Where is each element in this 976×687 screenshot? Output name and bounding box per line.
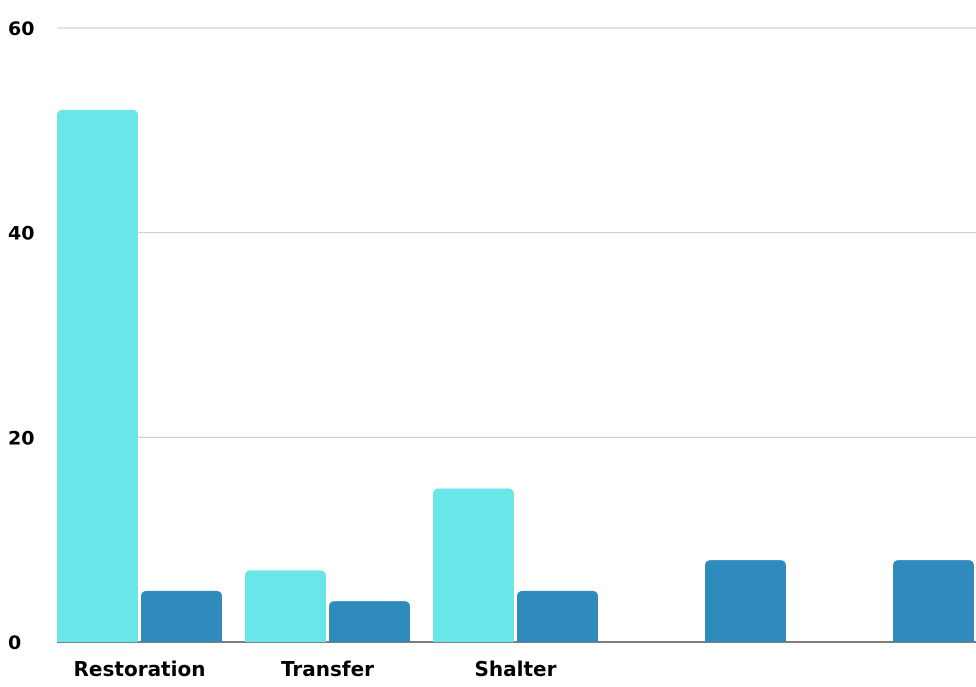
bar-series1-restoration xyxy=(57,109,138,642)
bar-series2-transfer xyxy=(329,601,410,642)
y-tick-label-0: 0 xyxy=(8,632,21,654)
x-category-label-restoration: Restoration xyxy=(74,657,206,681)
bar-series2-restoration xyxy=(141,590,222,642)
bar-series2-group4 xyxy=(705,560,786,642)
bar-series1-shalter xyxy=(433,488,514,642)
bars xyxy=(57,109,974,642)
y-tick-label-40: 40 xyxy=(8,223,34,245)
y-tick-label-20: 20 xyxy=(8,427,34,449)
y-axis-tick-labels: 0 20 40 60 xyxy=(8,18,34,654)
x-category-label-shalter: Shalter xyxy=(475,657,557,681)
bar-series1-transfer xyxy=(245,570,326,642)
x-axis-category-labels: Restoration Transfer Shalter xyxy=(74,657,557,681)
x-category-label-transfer: Transfer xyxy=(281,657,374,681)
bar-series2-group5 xyxy=(893,560,974,642)
gridlines xyxy=(57,27,976,643)
y-tick-label-60: 60 xyxy=(8,18,34,40)
bar-series2-shalter xyxy=(517,590,598,642)
